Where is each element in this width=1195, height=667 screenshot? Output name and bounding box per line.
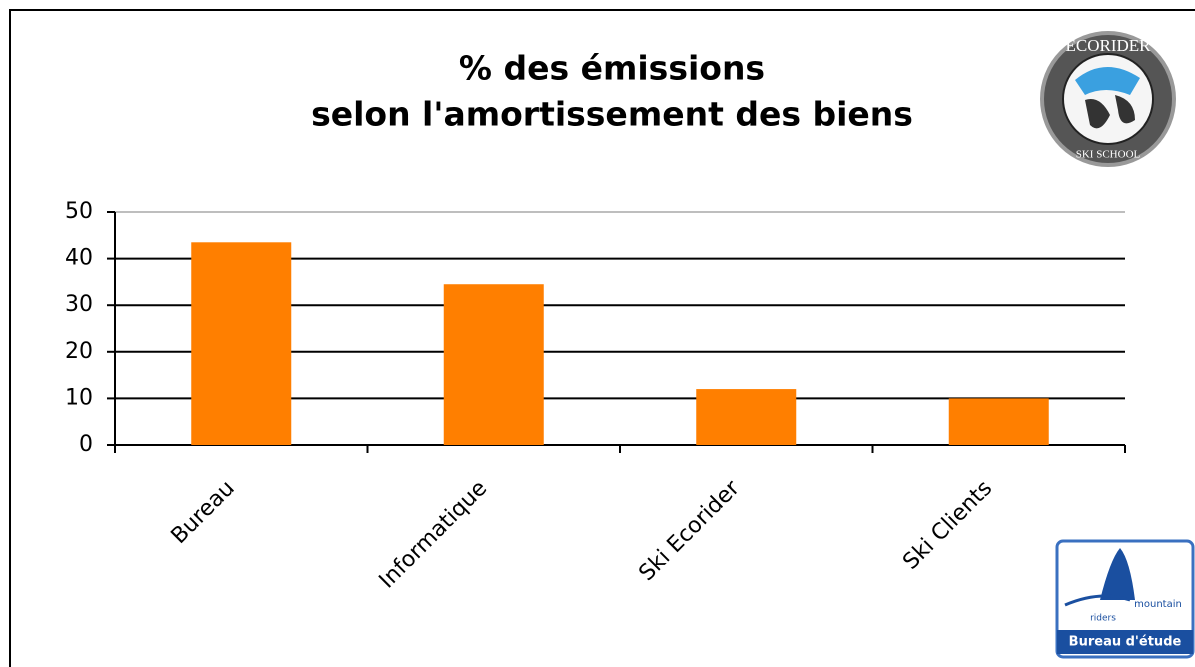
logo-shape	[1085, 95, 1135, 129]
y-tick-label: 20	[65, 339, 93, 364]
mountain-riders-logo: mountain riders Bureau d'étude	[1055, 539, 1195, 659]
logo-text: SKI SCHOOL	[1076, 149, 1141, 161]
ecorider-logo: ECORIDER SKI SCHOOL	[1040, 31, 1176, 167]
logo-band	[1057, 630, 1193, 654]
bar	[948, 398, 1049, 445]
chart-title: selon l'amortissement des biens	[311, 95, 913, 134]
bar	[696, 389, 797, 445]
logo-text: Bureau d'étude	[1069, 635, 1182, 650]
logo-shape	[1100, 548, 1135, 600]
logo-text: mountain	[1134, 599, 1182, 610]
y-tick-label: 40	[65, 246, 93, 271]
y-tick-label: 10	[65, 385, 93, 410]
bar	[443, 284, 544, 445]
y-tick-label: 50	[65, 199, 93, 224]
y-tick-label: 30	[65, 292, 93, 317]
logo-text: riders	[1090, 614, 1116, 624]
bar	[191, 242, 292, 445]
y-tick-label: 0	[79, 432, 93, 457]
chart-title: % des émissions	[459, 49, 765, 88]
logo-shape	[1064, 594, 1131, 607]
logo-shape	[1075, 66, 1140, 95]
logo-text: ECORIDER	[1066, 36, 1152, 55]
